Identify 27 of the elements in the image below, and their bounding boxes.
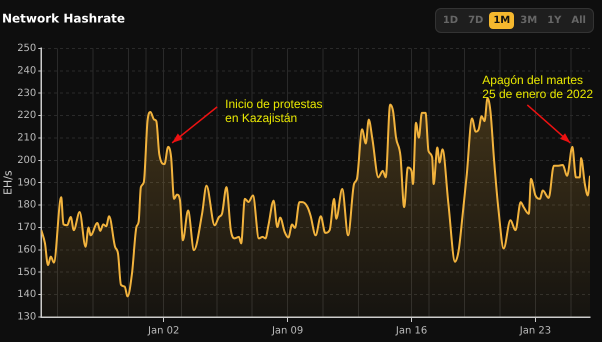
time-range-button[interactable]: 1D bbox=[438, 12, 462, 29]
y-tick-label: 200 bbox=[17, 154, 36, 166]
time-range-button[interactable]: All bbox=[567, 12, 590, 29]
y-tick-label: 130 bbox=[17, 312, 36, 323]
time-range-button[interactable]: 7D bbox=[464, 12, 488, 29]
x-tick-label: Jan 02 bbox=[147, 326, 180, 337]
y-tick-label: 220 bbox=[17, 110, 36, 122]
time-range-button[interactable]: 1Y bbox=[543, 12, 566, 29]
y-axis-title: EH/s bbox=[1, 170, 14, 196]
time-range-button[interactable]: 1M bbox=[489, 12, 514, 29]
x-tick-label: Jan 23 bbox=[518, 326, 552, 337]
y-tick-label: 190 bbox=[17, 177, 36, 188]
y-tick-label: 140 bbox=[17, 289, 36, 300]
annotation: Inicio de protestas en Kazajistán bbox=[225, 97, 323, 126]
time-range-button[interactable]: 3M bbox=[516, 12, 542, 29]
y-tick-label: 240 bbox=[17, 65, 36, 76]
chart-title: Network Hashrate bbox=[2, 11, 126, 26]
y-tick-label: 160 bbox=[17, 244, 36, 256]
y-tick-label: 210 bbox=[17, 132, 36, 144]
annotation: Apagón del martes 25 de enero de 2022 bbox=[482, 73, 594, 102]
y-tick-label: 250 bbox=[17, 42, 36, 54]
x-tick-label: Jan 09 bbox=[270, 326, 304, 337]
y-tick-label: 180 bbox=[17, 200, 36, 211]
y-tick-label: 170 bbox=[17, 222, 36, 234]
x-tick-label: Jan 16 bbox=[394, 326, 428, 337]
y-tick-label: 150 bbox=[17, 266, 36, 278]
y-tick-label: 230 bbox=[17, 88, 36, 99]
